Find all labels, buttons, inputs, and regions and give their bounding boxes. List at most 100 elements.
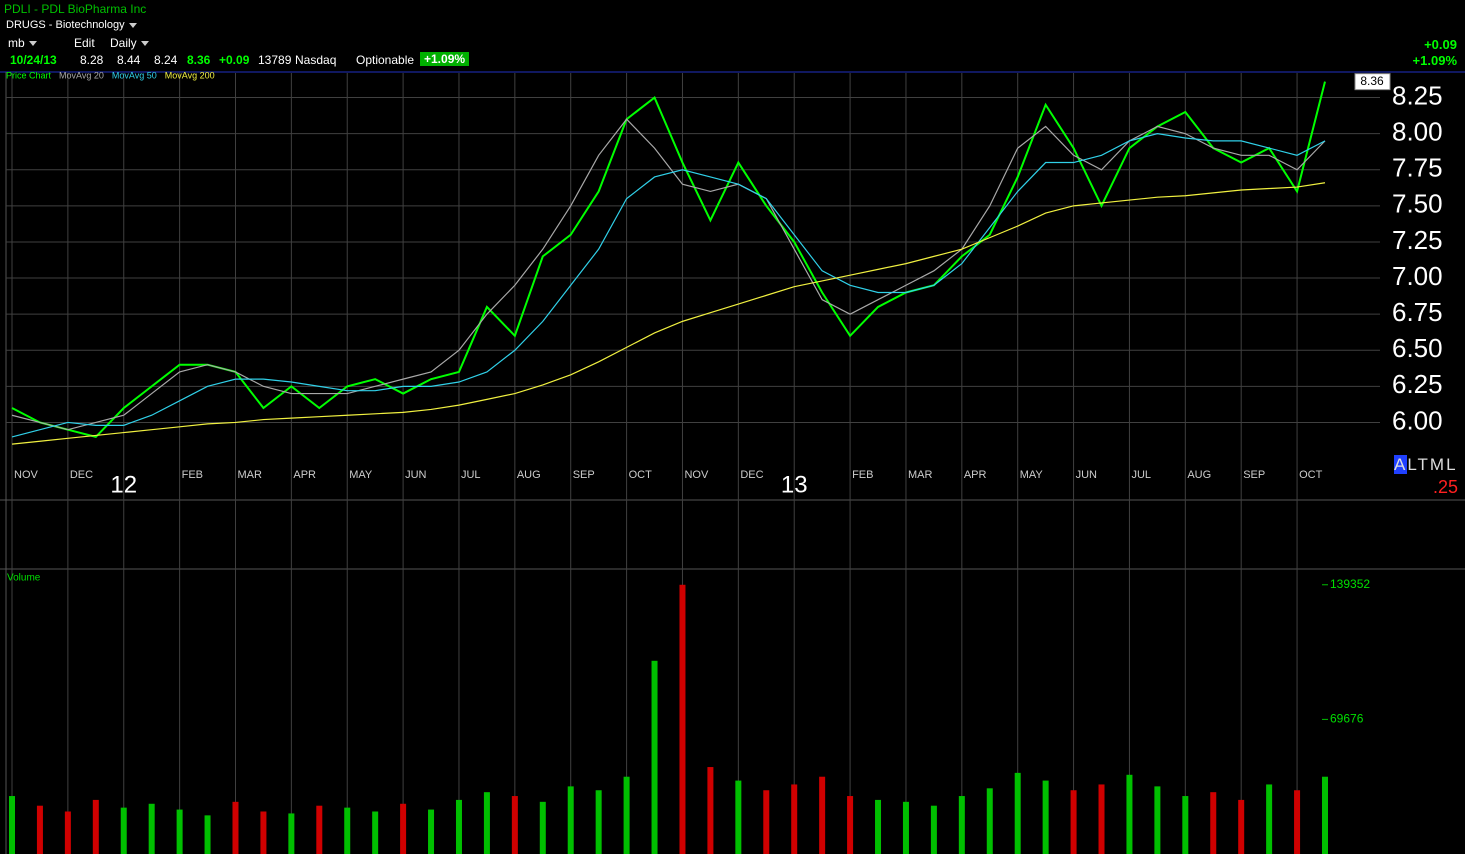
volume-bar xyxy=(64,811,71,854)
optionable: Optionable xyxy=(356,53,415,67)
industry-label: DRUGS - Biotechnology xyxy=(6,19,125,31)
pct-badge: +1.09% xyxy=(420,52,470,66)
moving-average xyxy=(11,182,1326,445)
x-tick-label: APR xyxy=(964,469,987,481)
right-change: +0.09 xyxy=(1424,37,1457,52)
volume-bar xyxy=(930,805,937,854)
quote-date-text: 10/24/13 xyxy=(10,53,57,67)
x-tick-label: OCT xyxy=(629,469,653,481)
period-menu[interactable]: Daily xyxy=(110,36,149,50)
x-tick-label: MAR xyxy=(237,469,262,481)
list-label: mb xyxy=(8,36,25,50)
x-tick-label: JUN xyxy=(1076,469,1097,481)
x-tick-label: OCT xyxy=(1299,469,1323,481)
volume-bar xyxy=(1014,772,1021,854)
volume-bar xyxy=(1182,796,1189,854)
volume-bar xyxy=(679,584,686,854)
x-tick-label: MAR xyxy=(908,469,933,481)
volume-bar xyxy=(735,780,742,854)
volume-bar xyxy=(260,811,267,854)
legend-entry: MovAvg 50 xyxy=(112,70,157,80)
y-tick-label: 8.00 xyxy=(1392,117,1443,147)
volume-bar xyxy=(958,796,965,854)
volume-bar xyxy=(288,813,295,854)
volume-bar xyxy=(204,815,211,854)
view-a: A xyxy=(1394,455,1408,474)
high: 8.44 xyxy=(117,53,141,67)
volume-bar xyxy=(120,807,127,854)
last: 8.36 xyxy=(187,53,211,67)
y-tick-label: 6.25 xyxy=(1392,369,1443,399)
view-buttons[interactable]: ALTML xyxy=(1394,455,1458,474)
volume-bar xyxy=(372,811,379,854)
volume-bar xyxy=(651,660,658,854)
volume-bar xyxy=(847,796,854,854)
volume-bar xyxy=(316,805,323,854)
right-pct: +1.09% xyxy=(1412,53,1457,68)
volume-bar xyxy=(36,805,43,854)
volume-bar xyxy=(1266,784,1273,854)
x-tick-label: SEP xyxy=(573,469,595,481)
volume-bar xyxy=(1238,799,1245,854)
y-tick-label: 7.50 xyxy=(1392,189,1443,219)
volume-bar xyxy=(176,809,183,854)
x-tick-label: DEC xyxy=(740,469,763,481)
x-tick-label: JUL xyxy=(461,469,481,481)
y-tick-label: 7.00 xyxy=(1392,261,1443,291)
volume-bar xyxy=(623,776,630,854)
volume-bar xyxy=(986,788,993,854)
volume-bar xyxy=(1294,790,1301,854)
x-tick-label: JUL xyxy=(1131,469,1151,481)
x-tick-label: NOV xyxy=(14,469,39,481)
volume-bar xyxy=(92,799,99,854)
last-price-box xyxy=(1354,73,1391,91)
edit-button[interactable]: Edit xyxy=(74,36,95,50)
x-tick-label: APR xyxy=(293,469,316,481)
y-tick-label: 7.25 xyxy=(1392,225,1443,255)
industry[interactable]: DRUGS - Biotechnology xyxy=(6,18,137,32)
volume-bar xyxy=(1070,790,1077,854)
x-tick-label: AUG xyxy=(517,469,541,481)
change: +0.09 xyxy=(219,53,250,67)
volume-bar xyxy=(595,790,602,854)
period-label: Daily xyxy=(110,36,137,50)
legend-entry: Price Chart xyxy=(6,70,52,80)
exchange: Nasdaq xyxy=(295,53,337,67)
volume-bar xyxy=(483,792,490,854)
x-tick-label: SEP xyxy=(1243,469,1265,481)
x-tick-label: AUG xyxy=(1187,469,1211,481)
volume-bar xyxy=(875,799,882,854)
list-menu[interactable]: mb xyxy=(8,36,37,50)
volume-bar xyxy=(1322,776,1328,854)
scale-step: .25 xyxy=(1433,477,1459,497)
x-tick-label: MAY xyxy=(349,469,373,481)
volume-bar xyxy=(428,809,435,854)
quote-date: 10/24/13 xyxy=(10,53,57,67)
volume-bar xyxy=(819,776,826,854)
y-tick-label: 6.75 xyxy=(1392,297,1443,327)
legend-entry: MovAvg 200 xyxy=(165,70,215,80)
volume-bar xyxy=(511,796,518,854)
volume-bar xyxy=(148,803,155,854)
price-line xyxy=(11,81,1326,439)
volume-bar xyxy=(902,801,909,854)
volume-bar xyxy=(1210,792,1217,854)
last-price-label: 8.36 xyxy=(1360,74,1384,88)
y-tick-label: 6.00 xyxy=(1392,405,1443,435)
x-tick-label: MAY xyxy=(1020,469,1044,481)
volume-bar xyxy=(539,801,546,854)
volume-bar xyxy=(400,803,407,854)
volume-bar xyxy=(707,767,714,854)
year-label: 12 xyxy=(110,471,137,498)
x-tick-label: DEC xyxy=(70,469,93,481)
moving-average xyxy=(11,133,1326,438)
volume-bar xyxy=(455,799,462,854)
x-tick-label: FEB xyxy=(852,469,873,481)
volume-bar xyxy=(1098,784,1105,854)
volume-tick-label: 139352 xyxy=(1330,577,1370,591)
view-rest: LTML xyxy=(1407,455,1458,474)
x-tick-label: JUN xyxy=(405,469,426,481)
volume-bar xyxy=(1126,774,1133,854)
legend-entry: MovAvg 20 xyxy=(59,70,104,80)
